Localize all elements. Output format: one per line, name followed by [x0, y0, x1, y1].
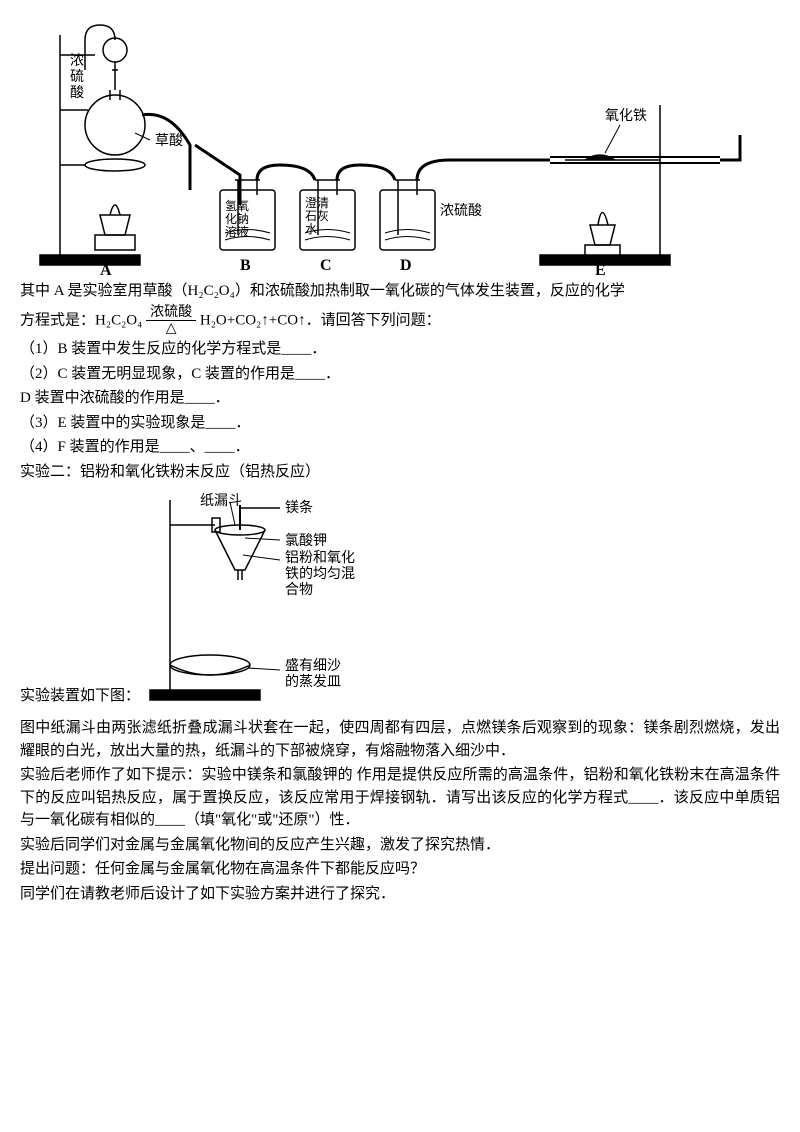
apparatus-diagram-1: 浓 硫 酸 草酸 氢氧 化钠 溶液 澄清 石灰 水 浓硫酸 氧化铁 A B C …	[20, 15, 780, 275]
svg-text:C: C	[320, 257, 332, 274]
svg-text:氧化铁: 氧化铁	[605, 108, 647, 124]
exp2-title: 实验二：铝粉和氧化铁粉末反应（铝热反应）	[20, 461, 780, 484]
svg-text:氯酸钾: 氯酸钾	[285, 533, 327, 549]
para-question: 提出问题：任何金属与金属氧化物在高温条件下都能反应吗？	[20, 858, 780, 881]
svg-text:纸漏斗: 纸漏斗	[200, 493, 242, 509]
question-4: （4）F 装置的作用是____、____．	[20, 436, 780, 459]
para-teacher-hint: 实验后老师作了如下提示：实验中镁条和氯酸钾的 作用是提供反应所需的高温条件，铝粉…	[20, 764, 780, 832]
svg-text:水: 水	[305, 222, 317, 236]
d2-prefix: 实验装置如下图：	[20, 685, 140, 708]
svg-text:盛有细沙: 盛有细沙	[285, 658, 341, 674]
svg-text:化钠: 化钠	[225, 211, 249, 226]
svg-text:铝粉和氧化: 铝粉和氧化	[285, 550, 355, 566]
svg-text:浓硫酸: 浓硫酸	[440, 203, 482, 219]
svg-text:硫: 硫	[70, 69, 84, 85]
label-sulfuric: 浓	[70, 53, 84, 69]
question-2: （2）C 装置无明显现象，C 装置的作用是____．	[20, 363, 780, 386]
svg-text:溶液: 溶液	[225, 224, 249, 239]
svg-text:的蒸发皿: 的蒸发皿	[285, 674, 341, 690]
svg-text:B: B	[240, 257, 251, 274]
svg-text:E: E	[595, 262, 606, 275]
svg-text:镁条: 镁条	[285, 499, 313, 516]
svg-text:A: A	[100, 262, 112, 275]
svg-text:酸: 酸	[70, 85, 84, 101]
label-oxalic: 草酸	[155, 133, 183, 149]
para-design: 同学们在请教老师后设计了如下实验方案并进行了探究．	[20, 883, 780, 906]
para-interest: 实验后同学们对金属与金属氧化物间的反应产生兴趣，激发了探究热情．	[20, 834, 780, 857]
question-3: （3）E 装置中的实验现象是____．	[20, 412, 780, 435]
svg-text:石灰: 石灰	[305, 209, 329, 223]
svg-text:D: D	[400, 257, 412, 274]
svg-text:氢氧: 氢氧	[225, 198, 249, 213]
svg-text:合物: 合物	[285, 582, 313, 598]
para-intro: 其中 A 是实验室用草酸（H₂C₂O₄）和浓硫酸加热制取一氧化碳的气体发生装置，…	[20, 280, 780, 303]
svg-text:铁的均匀混: 铁的均匀混	[285, 566, 355, 582]
para-observation: 图中纸漏斗由两张滤纸折叠成漏斗状套在一起，使四周都有四层，点燃镁条后观察到的现象…	[20, 717, 780, 762]
apparatus-diagram-2: 纸漏斗 镁条 氯酸钾 铝粉和氧化 铁的均匀混 合物 盛有细沙 的蒸发皿	[140, 490, 480, 710]
svg-text:澄清: 澄清	[305, 195, 329, 210]
equation-line: 方程式是：H₂C₂O₄ 浓硫酸△ H₂O+CO₂↑+CO↑．请回答下列问题：	[20, 305, 780, 337]
question-2b: D 装置中浓硫酸的作用是____．	[20, 387, 780, 410]
question-1: （1）B 装置中发生反应的化学方程式是____．	[20, 338, 780, 361]
